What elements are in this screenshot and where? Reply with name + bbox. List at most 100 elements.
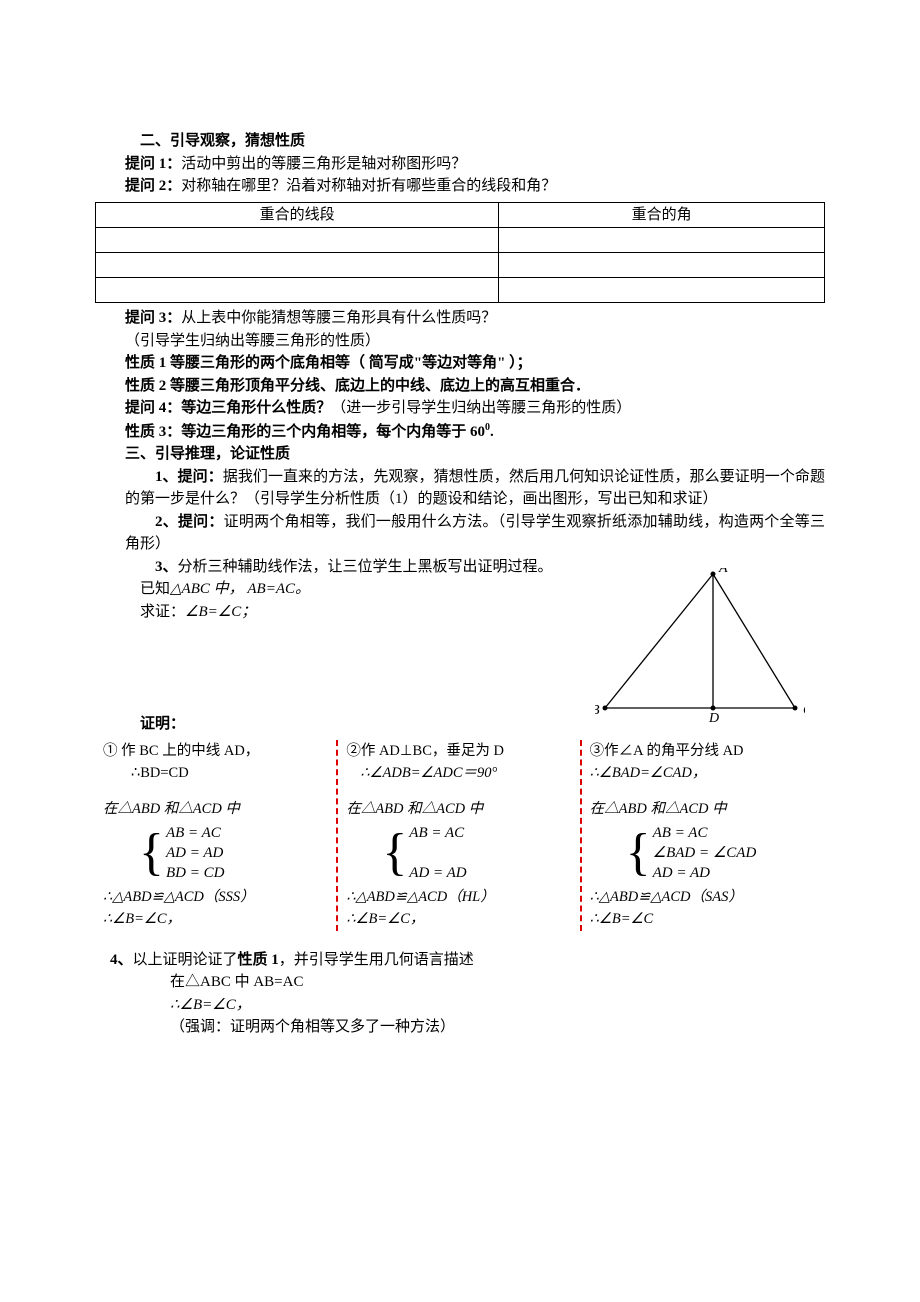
paragraph-4: 4、以上证明论证了性质 1，并引导学生用几何语言描述 (95, 949, 825, 972)
triangle-diagram: A B C D (595, 568, 805, 736)
proof2-step4: ∴△ABD≌△ACD（HL） (346, 886, 571, 908)
question-1-label: 提问 1： (125, 156, 181, 172)
question-2: 提问 2：对称轴在哪里？沿着对称轴对折有哪些重合的线段和角？ (95, 175, 825, 198)
proof2-step3: 在△ABD 和△ACD 中 (346, 798, 571, 820)
property-1: 性质 1 等腰三角形的两个底角相等（ 简写成"等边对等角" ）； (95, 352, 825, 375)
overlap-table: 重合的线段 重合的角 (95, 202, 825, 304)
proof3-sys-3: AD = AD (653, 863, 757, 883)
property-3-label: 性质 3： (125, 424, 181, 440)
prove-label: 求证： (140, 604, 185, 620)
question-3-hint: （引导学生归纳出等腰三角形的性质） (95, 330, 825, 353)
proof1-step3: 在△ABD 和△ACD 中 (103, 798, 328, 820)
given-line: 已知△ABC 中， AB=AC。 (95, 578, 395, 601)
brace-icon: { (382, 827, 407, 879)
svg-text:C: C (803, 703, 805, 718)
question-3: 提问 3：从上表中你能猜想等腰三角形具有什么性质吗？ (95, 307, 825, 330)
question-4-text: 等边三角形什么性质？ (181, 400, 331, 416)
proof3-step2: ∴∠BAD=∠CAD， (590, 762, 817, 784)
proof2-step1: ②作 AD⊥BC，垂足为 D (346, 740, 571, 762)
table-header-left: 重合的线段 (96, 202, 499, 228)
proof2-step5: ∴∠B=∠C， (346, 908, 571, 930)
table-cell (96, 228, 499, 253)
proof2-system: { AB = AC AD = AD (382, 823, 571, 884)
prove-text: ∠B=∠C； (185, 604, 256, 620)
table-header-right: 重合的角 (499, 202, 825, 228)
brace-icon: { (139, 827, 164, 879)
proof-label: 证明： (95, 713, 395, 736)
property-2-text: 等腰三角形顶角平分线、底边上的中线、底边上的高互相重合． (166, 378, 590, 394)
table-cell (96, 253, 499, 278)
proof2-step2: ∴∠ADB=∠ADC＝90° (346, 762, 571, 784)
property-3: 性质 3：等边三角形的三个内角相等，每个内角等于 600. (95, 420, 825, 444)
paragraph-4-line3: ∴∠B=∠C， (95, 994, 825, 1017)
question-3-label: 提问 3： (125, 310, 181, 326)
table-cell (499, 228, 825, 253)
proof1-sys-1: AB = AC (166, 823, 224, 843)
question-2-label: 提问 2： (125, 178, 181, 194)
prove-line: 求证：∠B=∠C； (95, 601, 395, 624)
proof3-step1: ③作∠A 的角平分线 AD (590, 740, 817, 762)
proof-column-2: ②作 AD⊥BC，垂足为 D ∴∠ADB=∠ADC＝90° 在△ABD 和△AC… (338, 740, 581, 931)
table-cell (96, 278, 499, 303)
proof2-sys-1: AB = AC (409, 823, 466, 843)
proof3-system: { AB = AC ∠BAD = ∠CAD AD = AD (626, 823, 817, 884)
paragraph-4-line2: 在△ABC 中 AB=AC (95, 971, 825, 994)
proof1-step4: ∴△ABD≌△ACD（SSS） (103, 886, 328, 908)
proof1-gap (103, 784, 328, 798)
proof2-gap (346, 784, 571, 798)
question-1-text: 活动中剪出的等腰三角形是轴对称图形吗？ (181, 156, 466, 172)
paragraph-1: 1、提问：据我们一直来的方法，先观察，猜想性质，然后用几何知识论证性质，那么要证… (95, 466, 825, 511)
question-2-text: 对称轴在哪里？沿着对称轴对折有哪些重合的线段和角？ (181, 178, 556, 194)
paragraph-2-label: 2、提问： (155, 514, 224, 530)
property-1-label: 性质 1 (125, 355, 166, 371)
svg-text:D: D (708, 711, 719, 726)
table-row (96, 253, 825, 278)
proof3-sys-1: AB = AC (653, 823, 757, 843)
question-4: 提问 4：等边三角形什么性质？（进一步引导学生归纳出等腰三角形的性质） (95, 397, 825, 420)
property-1-text: 等腰三角形的两个底角相等（ 简写成"等边对等角" ）； (166, 355, 531, 371)
given-prove-text: 已知△ABC 中， AB=AC。 求证：∠B=∠C； 证明： (95, 578, 395, 736)
question-4-label: 提问 4： (125, 400, 181, 416)
proof1-sys-2: AD = AD (166, 843, 224, 863)
proof1-step5: ∴∠B=∠C， (103, 908, 328, 930)
paragraph-2-text: 证明两个角相等，我们一般用什么方法。（引导学生观察折纸添加辅助线，构造两个全等三… (125, 514, 825, 553)
proof1-system: { AB = AC AD = AD BD = CD (139, 823, 328, 884)
paragraph-4-text-a: 以上证明论证了 (133, 952, 238, 968)
document-page: 二、引导观察，猜想性质 提问 1：活动中剪出的等腰三角形是轴对称图形吗？ 提问 … (0, 0, 920, 1099)
proof1-sys-3: BD = CD (166, 863, 224, 883)
proof3-step5: ∴∠B=∠C (590, 908, 817, 930)
svg-text:A: A (718, 568, 728, 576)
proof1-step2: ∴BD=CD (103, 762, 328, 784)
paragraph-1-text: 据我们一直来的方法，先观察，猜想性质，然后用几何知识论证性质，那么要证明一个命题… (125, 469, 825, 508)
table-row (96, 278, 825, 303)
table-row (96, 228, 825, 253)
table-cell (499, 278, 825, 303)
triangle-svg: A B C D (595, 568, 805, 728)
section-2-title: 二、引导观察，猜想性质 (95, 130, 825, 153)
paragraph-2: 2、提问：证明两个角相等，我们一般用什么方法。（引导学生观察折纸添加辅助线，构造… (95, 511, 825, 556)
proof-column-3: ③作∠A 的角平分线 AD ∴∠BAD=∠CAD， 在△ABD 和△ACD 中 … (582, 740, 825, 931)
proof2-sys-2 (409, 843, 466, 863)
paragraph-4-line4: （强调：证明两个角相等又多了一种方法） (95, 1016, 825, 1039)
paragraph-4-text-c: ，并引导学生用几何语言描述 (279, 952, 474, 968)
question-1: 提问 1：活动中剪出的等腰三角形是轴对称图形吗？ (95, 153, 825, 176)
given-label: 已知 (140, 581, 170, 597)
property-2: 性质 2 等腰三角形顶角平分线、底边上的中线、底边上的高互相重合． (95, 375, 825, 398)
proof2-sys-3: AD = AD (409, 863, 466, 883)
proof3-gap (590, 784, 817, 798)
question-4-hint: （进一步引导学生归纳出等腰三角形的性质） (331, 400, 631, 416)
property-2-label: 性质 2 (125, 378, 166, 394)
paragraph-1-label: 1、提问： (155, 469, 223, 485)
property-3-text-a: 等边三角形的三个内角相等，每个内角等于 60 (181, 424, 485, 440)
given-text: △ABC 中， AB=AC。 (170, 581, 310, 597)
proof3-sys-2: ∠BAD = ∠CAD (653, 843, 757, 863)
section-3-title: 三、引导推理，论证性质 (95, 443, 825, 466)
paragraph-3-label: 3、 (155, 559, 178, 575)
svg-text:B: B (595, 703, 600, 718)
proof-grid: ① 作 BC 上的中线 AD， ∴BD=CD 在△ABD 和△ACD 中 { A… (95, 740, 825, 931)
property-3-text-c: . (490, 424, 494, 440)
table-row: 重合的线段 重合的角 (96, 202, 825, 228)
diagram-row: 已知△ABC 中， AB=AC。 求证：∠B=∠C； 证明： ABCD (95, 578, 825, 736)
proof3-step4: ∴△ABD≌△ACD（SAS） (590, 886, 817, 908)
paragraph-4-label: 4、 (110, 952, 133, 968)
